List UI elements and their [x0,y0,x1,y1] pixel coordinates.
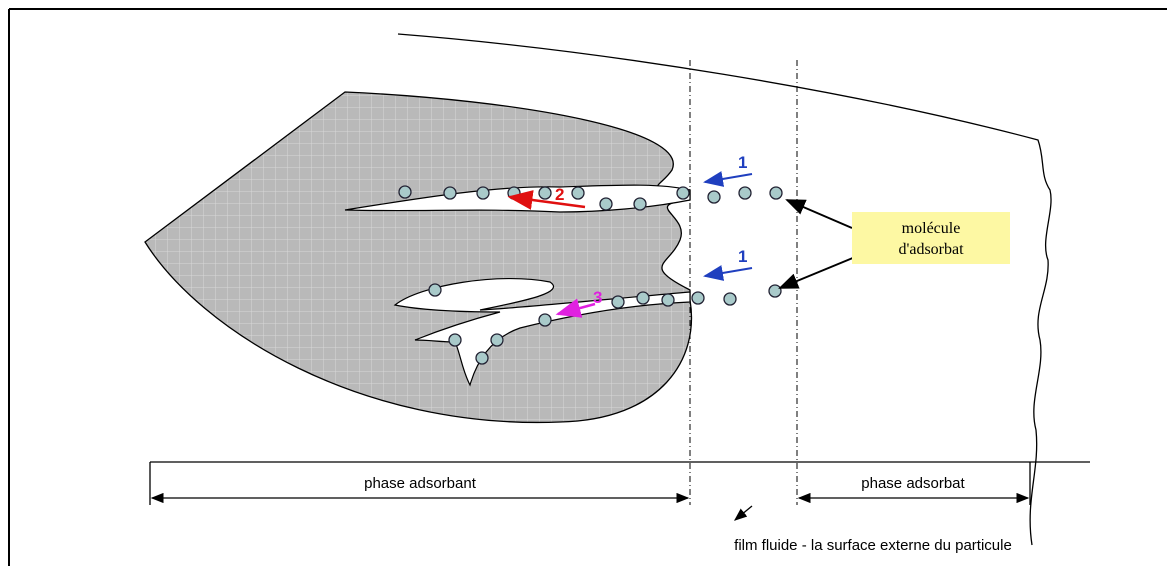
arrow-label: 2 [555,185,564,204]
adsorbent-grain [144,91,693,424]
callout-text: molécule [902,220,961,237]
arrow [703,265,753,281]
arrow [555,298,596,318]
callout-line [778,254,861,289]
frame [8,8,1167,566]
arrow-label: 3 [593,288,602,307]
dimension-label: phase adsorbant [364,475,477,492]
dimension-lines [149,461,1090,521]
callout-text: d'adsorbat [898,241,964,258]
arrow [507,190,586,210]
particle-edge [397,33,1052,546]
arrow-label: 1 [738,153,747,172]
arrow [703,171,753,187]
molecules [398,185,783,365]
callout-box [852,212,1010,264]
callout-line [785,199,853,229]
dimension-label: phase adsorbat [861,475,965,492]
film-boundaries [689,60,798,505]
arrow-label: 1 [738,247,747,266]
caption: film fluide - la surface externe du part… [734,537,1012,554]
